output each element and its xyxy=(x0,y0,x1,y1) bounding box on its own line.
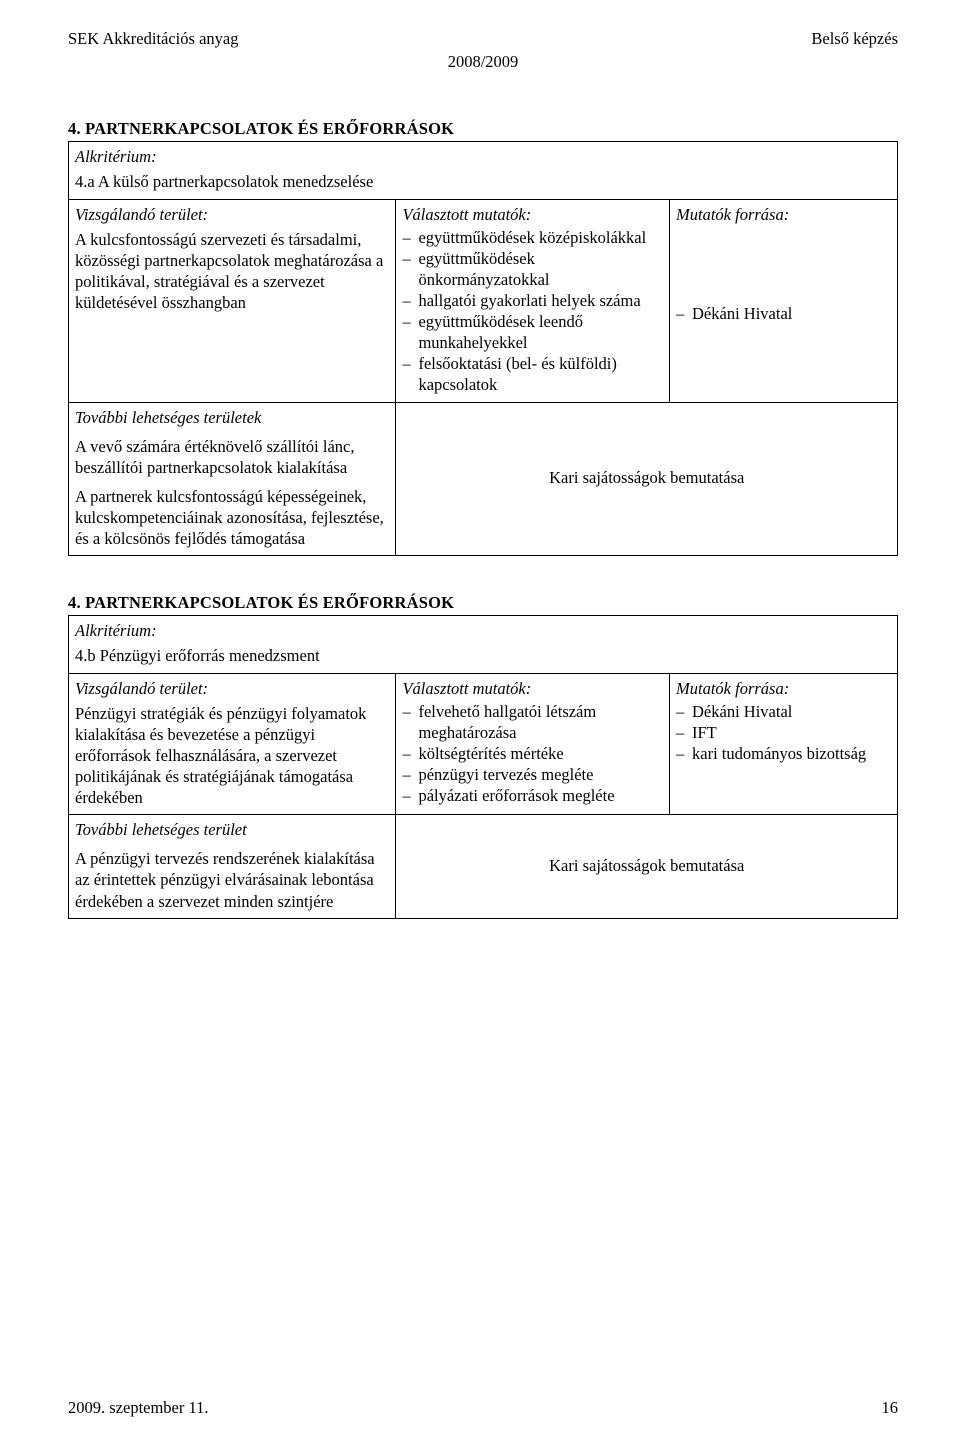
further-body-1: A vevő számára értéknövelő szállítói lán… xyxy=(75,432,389,482)
area-header: Vizsgálandó terület: xyxy=(75,204,389,225)
presentation-text: Kari sajátosságok bemutatása xyxy=(549,468,744,487)
sources-header: Mutatók forrása: xyxy=(676,204,891,225)
table-row: További lehetséges területek A vevő szám… xyxy=(69,402,898,556)
list-item: felsőoktatási (bel- és külföldi) kapcsol… xyxy=(402,353,663,395)
alkriterium-cell: Alkritérium: 4.a A külső partnerkapcsola… xyxy=(69,142,898,199)
cell-indicators: Választott mutatók: felvehető hallgatói … xyxy=(396,673,670,815)
footer-page-number: 16 xyxy=(882,1397,899,1418)
presentation-text: Kari sajátosságok bemutatása xyxy=(549,856,744,875)
area-header: Vizsgálandó terület: xyxy=(75,678,389,699)
cell-area: Vizsgálandó terület: A kulcsfontosságú s… xyxy=(69,199,396,402)
sources-header: Mutatók forrása: xyxy=(676,678,891,699)
table-4a: Alkritérium: 4.a A külső partnerkapcsola… xyxy=(68,141,898,556)
area-body: Pénzügyi stratégiák és pénzügyi folyamat… xyxy=(75,699,389,809)
alkriterium-cell: Alkritérium: 4.b Pénzügyi erőforrás mene… xyxy=(69,616,898,673)
cell-indicators: Választott mutatók: együttműködések közé… xyxy=(396,199,670,402)
table-row: Alkritérium: 4.a A külső partnerkapcsola… xyxy=(69,142,898,199)
further-body-2: A partnerek kulcsfontosságú képességeine… xyxy=(75,482,389,549)
indicators-list-4a: együttműködések középiskolákkalegyüttműk… xyxy=(402,227,663,396)
cell-sources: Mutatók forrása: Dékáni HivatalIFTkari t… xyxy=(670,673,898,815)
header-left: SEK Akkreditációs anyag xyxy=(68,28,238,49)
footer-date: 2009. szeptember 11. xyxy=(68,1397,209,1418)
indicators-list-4b: felvehető hallgatói létszám meghatározás… xyxy=(402,701,663,807)
list-item: együttműködések leendő munkahelyekkel xyxy=(402,311,663,353)
table-4b: Alkritérium: 4.b Pénzügyi erőforrás mene… xyxy=(68,615,898,918)
sources-list-4b: Dékáni HivatalIFTkari tudományos bizotts… xyxy=(676,701,891,764)
section-4b-title: 4. PARTNERKAPCSOLATOK ÉS ERŐFORRÁSOK xyxy=(68,592,898,613)
page-footer: 2009. szeptember 11. 16 xyxy=(68,1367,898,1418)
list-item: Dékáni Hivatal xyxy=(676,701,891,722)
section-4a-subtitle: 4.a A külső partnerkapcsolatok menedzsel… xyxy=(75,167,891,192)
list-item: pályázati erőforrások megléte xyxy=(402,785,663,806)
table-row: Vizsgálandó terület: Pénzügyi stratégiák… xyxy=(69,673,898,815)
cell-further: További lehetséges terület A pénzügyi te… xyxy=(69,815,396,918)
indicators-header: Választott mutatók: xyxy=(402,678,663,699)
cell-further: További lehetséges területek A vevő szám… xyxy=(69,402,396,556)
presentation-cell: Kari sajátosságok bemutatása xyxy=(396,402,898,556)
page-header: SEK Akkreditációs anyag Belső képzés xyxy=(68,28,898,49)
list-item: együttműködések önkormányzatokkal xyxy=(402,248,663,290)
alkriterium-label: Alkritérium: xyxy=(75,620,891,641)
indicators-header: Választott mutatók: xyxy=(402,204,663,225)
list-item: Dékáni Hivatal xyxy=(676,303,891,324)
section-4b-subtitle: 4.b Pénzügyi erőforrás menedzsment xyxy=(75,641,891,666)
presentation-cell: Kari sajátosságok bemutatása xyxy=(396,815,898,918)
table-row: További lehetséges terület A pénzügyi te… xyxy=(69,815,898,918)
list-item: pénzügyi tervezés megléte xyxy=(402,764,663,785)
cell-sources: Mutatók forrása: Dékáni Hivatal xyxy=(670,199,898,402)
sources-list-4a: Dékáni Hivatal xyxy=(676,303,891,324)
table-row: Alkritérium: 4.b Pénzügyi erőforrás mene… xyxy=(69,616,898,673)
section-4a-title: 4. PARTNERKAPCSOLATOK ÉS ERŐFORRÁSOK xyxy=(68,118,898,139)
list-item: felvehető hallgatói létszám meghatározás… xyxy=(402,701,663,743)
alkriterium-label: Alkritérium: xyxy=(75,146,891,167)
list-item: kari tudományos bizottság xyxy=(676,743,891,764)
document-page: SEK Akkreditációs anyag Belső képzés 200… xyxy=(0,0,960,1442)
header-center: 2008/2009 xyxy=(68,51,898,72)
further-body-1: A pénzügyi tervezés rendszerének kialakí… xyxy=(75,844,389,911)
list-item: IFT xyxy=(676,722,891,743)
list-item: költségtérítés mértéke xyxy=(402,743,663,764)
table-row: Vizsgálandó terület: A kulcsfontosságú s… xyxy=(69,199,898,402)
cell-area: Vizsgálandó terület: Pénzügyi stratégiák… xyxy=(69,673,396,815)
header-right: Belső képzés xyxy=(811,28,898,49)
list-item: együttműködések középiskolákkal xyxy=(402,227,663,248)
further-label: További lehetséges terület xyxy=(75,819,389,844)
further-label: További lehetséges területek xyxy=(75,407,389,432)
list-item: hallgatói gyakorlati helyek száma xyxy=(402,290,663,311)
area-body: A kulcsfontosságú szervezeti és társadal… xyxy=(75,225,389,313)
